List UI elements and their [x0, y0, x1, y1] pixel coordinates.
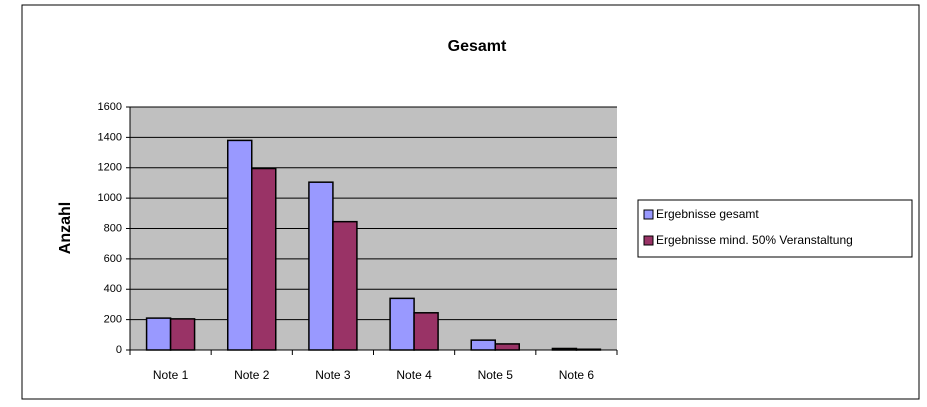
y-tick-label: 1200 [98, 162, 122, 174]
y-tick-label: 400 [104, 283, 122, 295]
legend-box [637, 199, 913, 258]
bar [413, 312, 439, 351]
bar [494, 343, 520, 351]
y-tick-label: 0 [116, 344, 122, 356]
x-tick-label: Note 5 [478, 368, 514, 382]
y-tick-label: 1400 [98, 131, 122, 143]
x-tick-label: Note 6 [559, 368, 595, 382]
bar [169, 318, 196, 351]
bar [575, 348, 602, 351]
bar [551, 347, 578, 351]
bar [251, 167, 277, 351]
y-axis-label: Anzahl [57, 202, 74, 254]
bar [145, 317, 172, 351]
bar [470, 339, 496, 351]
x-tick-label: Note 3 [315, 368, 351, 382]
y-tick-label: 1600 [98, 101, 122, 113]
bar [332, 220, 358, 351]
y-tick-label: 1000 [98, 192, 122, 204]
bar [308, 181, 334, 351]
y-tick-label: 200 [104, 314, 122, 326]
legend-label: Ergebnisse gesamt [656, 207, 759, 221]
x-tick-label: Note 4 [396, 368, 432, 382]
legend-swatch [643, 209, 654, 220]
x-tick-label: Note 1 [153, 368, 189, 382]
x-tick-label: Note 2 [234, 368, 270, 382]
bar [389, 297, 415, 351]
bar [227, 139, 253, 351]
y-tick-label: 600 [104, 253, 122, 265]
legend-swatch [643, 235, 654, 246]
y-tick-label: 800 [104, 222, 122, 234]
legend-label: Ergebnisse mind. 50% Veranstaltung [656, 233, 853, 247]
chart-title: Gesamt [448, 38, 507, 55]
